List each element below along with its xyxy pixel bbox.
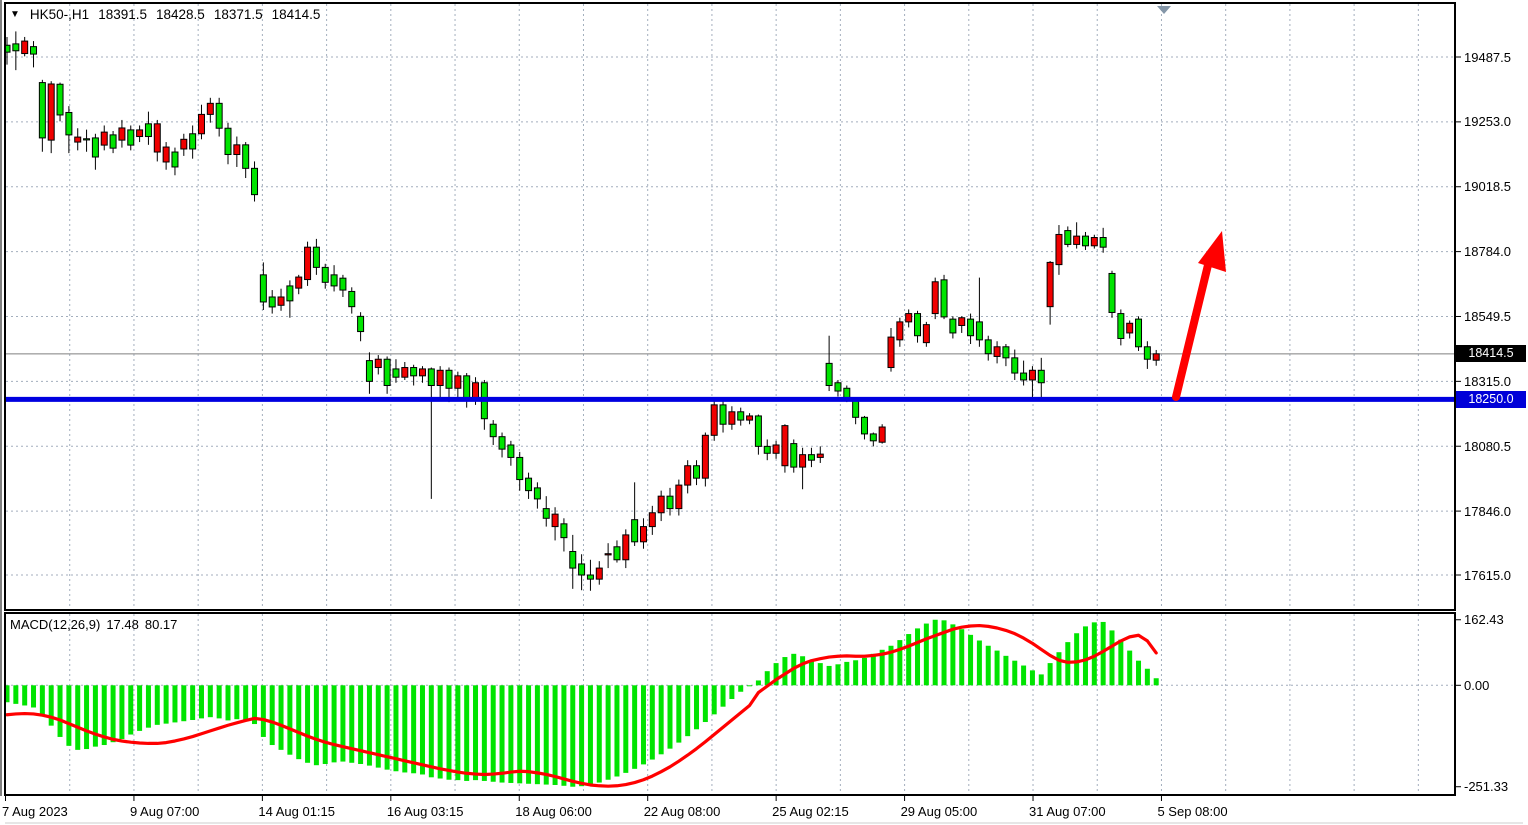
price-axis-label: 19487.5 bbox=[1464, 49, 1511, 65]
symbol-dropdown-icon[interactable]: ▼ bbox=[10, 9, 20, 20]
price-axis-label: 17846.0 bbox=[1464, 503, 1511, 519]
time-axis-label: 7 Aug 2023 bbox=[2, 804, 68, 819]
price-axis-label: 18784.0 bbox=[1464, 244, 1511, 260]
time-axis-label: 5 Sep 08:00 bbox=[1157, 804, 1228, 819]
macd-name: MACD(12,26,9) bbox=[10, 617, 101, 632]
macd-axis-label: 0.00 bbox=[1464, 677, 1490, 693]
time-axis-label: 9 Aug 07:00 bbox=[129, 804, 200, 819]
ohlc-open: 18391.5 bbox=[98, 7, 147, 22]
price-axis-label: 18315.0 bbox=[1464, 373, 1511, 389]
macd-signal-value: 80.17 bbox=[144, 617, 178, 632]
price-axis-label: 17615.0 bbox=[1464, 567, 1511, 583]
price-axis-label: 19018.5 bbox=[1464, 179, 1511, 195]
macd-histogram bbox=[5, 619, 1159, 787]
ohlc-close: 18414.5 bbox=[271, 7, 321, 22]
time-axis-label: 29 Aug 05:00 bbox=[900, 804, 978, 819]
macd-indicator-label: MACD(12,26,9) 17.48 80.17 bbox=[10, 617, 177, 632]
time-axis-label: 18 Aug 06:00 bbox=[515, 804, 592, 819]
grid bbox=[5, 4, 1454, 794]
candlestick-series bbox=[5, 31, 1160, 591]
time-axis-label: 14 Aug 01:15 bbox=[258, 804, 336, 819]
time-axis-label: 31 Aug 07:00 bbox=[1029, 804, 1106, 819]
macd-main-value: 17.48 bbox=[106, 617, 139, 632]
price-axis-label: 19253.0 bbox=[1464, 114, 1511, 130]
chart-shift-marker-icon[interactable] bbox=[1157, 6, 1171, 14]
macd-pane-frame bbox=[4, 612, 1456, 796]
macd-signal-line bbox=[5, 623, 1158, 788]
time-axis-label: 25 Aug 02:15 bbox=[772, 804, 849, 819]
macd-axis-label: 162.43 bbox=[1464, 612, 1504, 628]
trend-arrow-annotation[interactable] bbox=[1172, 231, 1226, 401]
level-price-tag: 18250.0 bbox=[1456, 391, 1526, 408]
ohlc-low: 18371.5 bbox=[213, 7, 263, 22]
macd-axis-label: -251.33 bbox=[1464, 779, 1509, 795]
time-axis-label: 22 Aug 08:00 bbox=[643, 804, 721, 819]
current-price-tag: 18414.5 bbox=[1456, 345, 1526, 362]
symbol-timeframe-label: HK50-,H1 bbox=[29, 7, 90, 22]
time-axis-label: 16 Aug 03:15 bbox=[386, 804, 464, 819]
price-axis-label: 18080.5 bbox=[1464, 438, 1511, 454]
price-axis-label: 18549.5 bbox=[1464, 308, 1511, 324]
ohlc-high: 18428.5 bbox=[156, 7, 205, 22]
main-pane-frame bbox=[4, 2, 1456, 611]
axis-ticks bbox=[5, 56, 1461, 801]
chart-title-bar: ▼ HK50-,H1 18391.5 18428.5 18371.5 18414… bbox=[10, 7, 320, 22]
